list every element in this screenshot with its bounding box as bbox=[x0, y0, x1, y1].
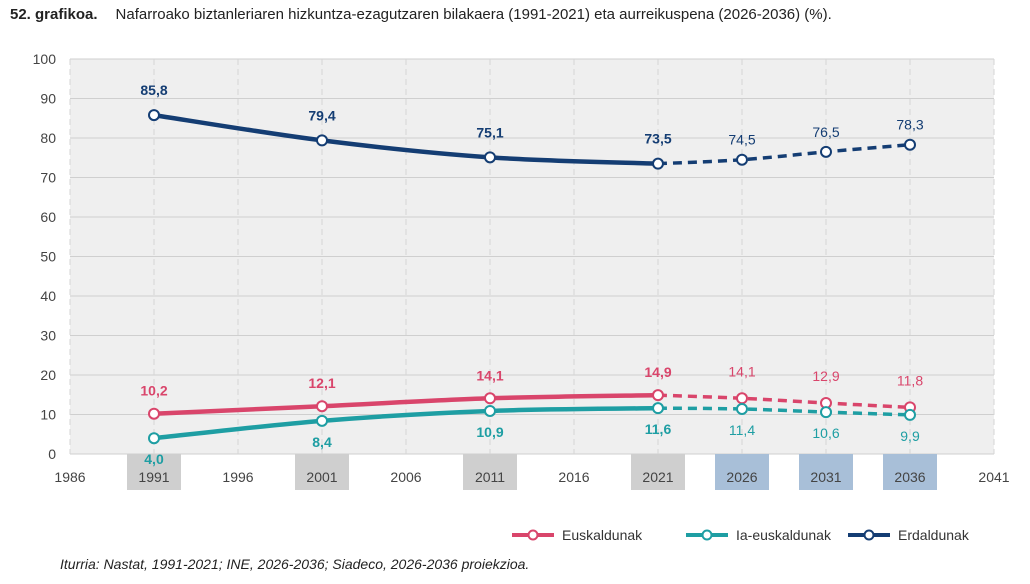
census-year-box bbox=[631, 454, 685, 490]
y-tick-label: 30 bbox=[40, 328, 56, 344]
y-axis-ticks: 0 10 20 30 40 50 60 70 80 90 100 bbox=[33, 51, 57, 462]
data-label: 11,6 bbox=[645, 421, 672, 437]
series-lines bbox=[151, 112, 911, 441]
legend-swatch-marker bbox=[527, 529, 539, 541]
data-point bbox=[736, 153, 748, 166]
chart-number: 52. grafikoa. bbox=[10, 6, 98, 23]
legend-swatch-marker bbox=[701, 529, 713, 541]
y-tick-label: 20 bbox=[40, 367, 56, 383]
y-tick-label: 70 bbox=[40, 170, 56, 186]
projection-year-box bbox=[799, 454, 853, 490]
data-label: 78,3 bbox=[896, 117, 923, 133]
census-year-box bbox=[295, 454, 349, 490]
year-highlights bbox=[127, 454, 937, 490]
legend-label: Erdaldunak bbox=[898, 527, 970, 543]
legend: Euskaldunak Ia-euskaldunak Erdaldunak bbox=[512, 527, 970, 543]
data-labels: 10,2 12,1 14,1 14,9 14,1 12,9 11,8 4,0 8,4 10,9 11… bbox=[140, 82, 923, 467]
data-label: 4,0 bbox=[144, 451, 164, 467]
y-tick-label: 0 bbox=[48, 446, 56, 462]
y-tick-label: 90 bbox=[40, 91, 56, 107]
y-tick-label: 50 bbox=[40, 249, 56, 265]
data-point bbox=[820, 406, 832, 419]
data-label: 76,5 bbox=[812, 124, 839, 140]
projection-year-box bbox=[883, 454, 937, 490]
data-point bbox=[652, 389, 664, 402]
y-tick-label: 60 bbox=[40, 209, 56, 225]
data-point bbox=[484, 404, 496, 417]
data-label: 85,8 bbox=[140, 82, 167, 98]
x-tick-label: 1991 bbox=[138, 469, 169, 485]
census-year-box bbox=[463, 454, 517, 490]
data-label: 9,9 bbox=[900, 428, 920, 444]
legend-label: Euskaldunak bbox=[562, 527, 643, 543]
data-label: 8,4 bbox=[312, 434, 332, 450]
series-line-projected bbox=[657, 393, 911, 410]
series-line-projected bbox=[657, 406, 911, 417]
legend-swatch-marker bbox=[863, 529, 875, 541]
series-line-observed bbox=[151, 112, 661, 166]
data-point bbox=[652, 157, 664, 170]
projection-year-box bbox=[715, 454, 769, 490]
y-tick-label: 10 bbox=[40, 407, 56, 423]
series-line-observed bbox=[151, 405, 661, 441]
x-tick-label: 1996 bbox=[222, 469, 253, 485]
data-point bbox=[484, 392, 496, 405]
series-points bbox=[148, 109, 916, 445]
data-point bbox=[484, 151, 496, 164]
data-label: 75,1 bbox=[476, 124, 503, 140]
data-label: 74,5 bbox=[728, 132, 755, 148]
data-label: 14,1 bbox=[476, 367, 503, 383]
x-tick-label: 2001 bbox=[306, 469, 337, 485]
y-tick-label: 100 bbox=[33, 51, 57, 67]
data-point bbox=[148, 432, 160, 445]
y-tick-label: 40 bbox=[40, 288, 56, 304]
data-label: 11,8 bbox=[897, 372, 923, 388]
data-point bbox=[316, 134, 328, 147]
x-axis-ticks: 1986 1991 1996 2001 2006 2011 2016 2021 2026 2031… bbox=[54, 469, 1009, 485]
chart-title: 52. grafikoa. Nafarroako biztanleriaren h… bbox=[10, 6, 832, 23]
source-note: Iturria: Nastat, 1991-2021; INE, 2026-20… bbox=[60, 556, 530, 572]
data-point bbox=[316, 400, 328, 413]
data-label: 14,9 bbox=[644, 364, 671, 380]
x-tick-label: 2031 bbox=[810, 469, 841, 485]
data-point bbox=[148, 407, 160, 420]
x-tick-label: 2041 bbox=[978, 469, 1009, 485]
data-point bbox=[904, 138, 916, 151]
grid-lines bbox=[69, 58, 995, 455]
data-point bbox=[736, 392, 748, 405]
x-tick-label: 2016 bbox=[558, 469, 589, 485]
x-tick-label: 2021 bbox=[642, 469, 673, 485]
data-label: 12,1 bbox=[308, 375, 335, 391]
data-label: 14,1 bbox=[728, 363, 755, 379]
series-line-projected bbox=[657, 142, 911, 166]
data-label: 12,9 bbox=[812, 368, 839, 384]
legend-label: Ia-euskaldunak bbox=[736, 527, 832, 543]
census-year-box bbox=[127, 454, 181, 490]
data-point bbox=[652, 402, 664, 415]
chart-title-text: Nafarroako biztanleriaren hizkuntza-ezag… bbox=[115, 6, 832, 23]
x-tick-label: 1986 bbox=[54, 469, 85, 485]
data-label: 73,5 bbox=[644, 131, 671, 147]
x-tick-label: 2036 bbox=[894, 469, 925, 485]
data-point bbox=[736, 402, 748, 415]
x-tick-label: 2026 bbox=[726, 469, 757, 485]
data-label: 10,2 bbox=[140, 383, 167, 399]
data-point bbox=[820, 145, 832, 158]
series-line-observed bbox=[151, 392, 661, 416]
data-point bbox=[148, 109, 160, 122]
y-tick-label: 80 bbox=[40, 130, 56, 146]
data-point bbox=[316, 414, 328, 427]
data-label: 10,9 bbox=[476, 424, 503, 440]
x-tick-label: 2006 bbox=[390, 469, 421, 485]
data-label: 10,6 bbox=[812, 425, 839, 441]
data-label: 11,4 bbox=[729, 422, 755, 438]
x-tick-label: 2011 bbox=[475, 469, 505, 485]
data-label: 79,4 bbox=[308, 107, 335, 123]
data-point bbox=[904, 408, 916, 421]
